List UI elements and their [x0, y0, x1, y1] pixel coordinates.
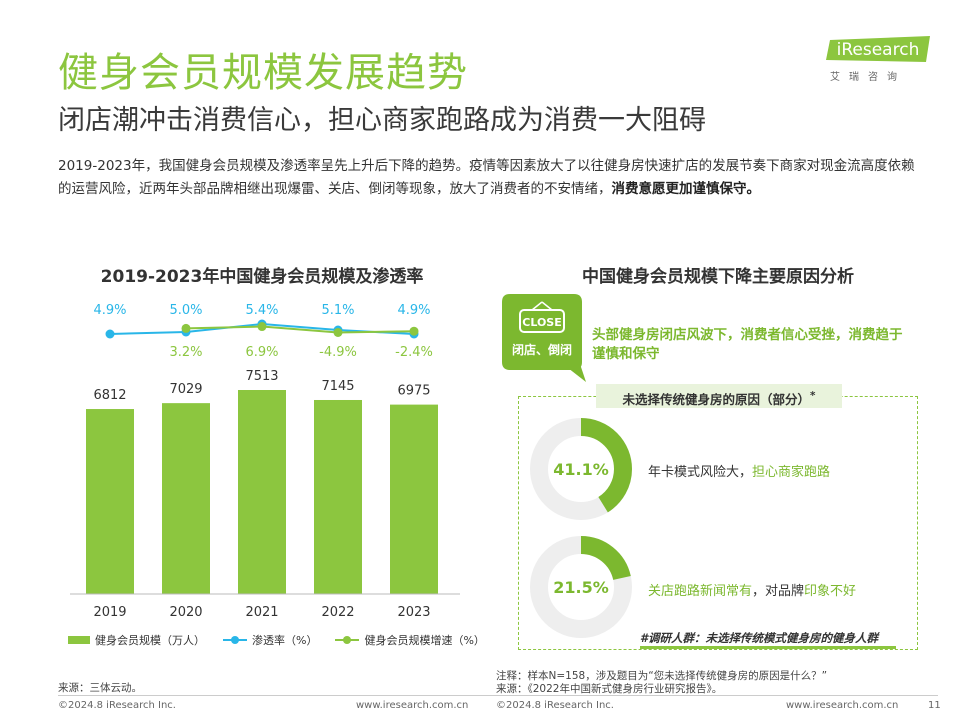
- survey-underline: [640, 646, 896, 649]
- box-label-mark: *: [810, 390, 816, 402]
- right-chart-title: 中国健身会员规模下降主要原因分析: [582, 267, 854, 287]
- growth-label-2020: 3.2%: [169, 345, 202, 360]
- close-badge: CLOSE 闭店、倒闭: [502, 294, 586, 382]
- bar-group: 6812 7029 7513 7145 6975: [86, 369, 438, 594]
- x-tick-2019: 2019: [93, 605, 126, 620]
- badge-tail: [568, 364, 586, 382]
- sign-string-left: [531, 301, 543, 311]
- growth-label-2023: -2.4%: [395, 345, 433, 360]
- reason-2-c: 印象不好: [804, 584, 857, 599]
- reason-1-text: 年卡模式风险大，担心商家跑路: [648, 461, 830, 480]
- logo-brand: iResearch: [837, 40, 920, 60]
- penetration-label-2019: 4.9%: [93, 303, 126, 318]
- close-sign-icon: [519, 309, 565, 333]
- donut-1-label: 41.1%: [553, 460, 609, 479]
- sign-string-right: [541, 301, 553, 311]
- right-source: 来源：《2022年中国新式健身房行业研究报告》。: [496, 683, 723, 695]
- donut-reason-2: 21.5%: [530, 536, 632, 638]
- x-tick-2022: 2022: [321, 605, 354, 620]
- legend-swatch-growth: [335, 635, 360, 645]
- penetration-label-2023: 4.9%: [397, 303, 430, 318]
- footer-copyright-right: ©2024.8 iResearch Inc.: [496, 700, 614, 711]
- intro-emphasis: 消费意愿更加谨慎保守。: [611, 181, 761, 197]
- footer-url-left: www.iresearch.com.cn: [356, 700, 469, 711]
- reason-1-a: 年卡模式风险大，: [648, 465, 753, 480]
- survey-population-tag: #调研人群：未选择传统模式健身房的健身人群: [640, 631, 878, 645]
- growth-point-2021: [257, 322, 267, 332]
- growth-line: [185, 325, 415, 334]
- legend-item-growth: 健身会员规模增速（%）: [335, 632, 485, 648]
- badge-text: 闭店、倒闭: [512, 342, 572, 357]
- growth-point-2020: [181, 323, 191, 333]
- bar-2019: [86, 409, 134, 594]
- page-number: 11: [928, 700, 941, 711]
- bar-label-2021: 7513: [245, 369, 278, 384]
- reasons-box-label: 未选择传统健身房的原因（部分）*: [596, 384, 842, 408]
- penetration-label-2022: 5.1%: [321, 303, 354, 318]
- box-label-text: 未选择传统健身房的原因（部分）: [622, 392, 811, 408]
- bar-label-2019: 6812: [93, 388, 126, 403]
- logo-mark: iResearch: [826, 36, 930, 62]
- penetration-line-group: 4.9% 5.0% 5.4% 5.1% 4.9%: [93, 303, 431, 339]
- legend-label-bars: 健身会员规模（万人）: [95, 634, 205, 647]
- x-axis: 2019 2020 2021 2022 2023: [70, 593, 460, 620]
- logo-shape: [826, 36, 930, 62]
- page-title: 健身会员规模发展趋势: [58, 50, 468, 96]
- intro-text: 2019-2023年，我国健身会员规模及渗透率呈先上升后下降的趋势。疫情等因素放…: [58, 158, 915, 197]
- bar-label-2022: 7145: [321, 379, 354, 394]
- bar-2020: [162, 403, 210, 594]
- donut-2-arc: [530, 536, 632, 638]
- legend-label-penetration: 渗透率（%）: [252, 634, 318, 647]
- donut-2-label: 21.5%: [553, 578, 609, 597]
- legend-item-penetration: 渗透率（%）: [223, 632, 317, 648]
- growth-line-group: 3.2% 6.9% -4.9% -2.4%: [169, 322, 433, 360]
- bar-2021: [238, 390, 286, 594]
- close-sign-text: CLOSE: [522, 316, 561, 329]
- penetration-label-2021: 5.4%: [245, 303, 278, 318]
- footer-copyright-left: ©2024.8 iResearch Inc.: [58, 700, 176, 711]
- donut-1-arc: [530, 418, 632, 520]
- legend-label-growth: 健身会员规模增速（%）: [364, 634, 485, 647]
- legend-swatch-bar: [68, 636, 90, 644]
- reason-2-b: ，对品牌: [752, 584, 805, 599]
- x-tick-2020: 2020: [169, 605, 202, 620]
- growth-point-2022: [333, 327, 343, 337]
- growth-point-2023: [409, 326, 419, 336]
- penetration-point-2019: [105, 329, 115, 339]
- penetration-label-2020: 5.0%: [169, 303, 202, 318]
- left-source: 来源：三体云动。: [58, 682, 142, 694]
- bar-2023: [390, 404, 438, 594]
- right-note: 注释：样本N=158，涉及题目为“您未选择传统健身房的原因是什么？”: [496, 670, 828, 682]
- legend-item-bars: 健身会员规模（万人）: [68, 632, 205, 648]
- growth-label-2022: -4.9%: [319, 345, 357, 360]
- x-tick-2023: 2023: [397, 605, 430, 620]
- bar-label-2020: 7029: [169, 382, 202, 397]
- intro-paragraph: 2019-2023年，我国健身会员规模及渗透率呈先上升后下降的趋势。疫情等因素放…: [58, 155, 918, 201]
- reason-2-a: 关店跑路新闻常有: [648, 584, 753, 599]
- reason-1-b: 担心商家跑路: [752, 465, 831, 480]
- bar-label-2023: 6975: [397, 384, 430, 399]
- left-chart-title: 2019-2023年中国健身会员规模及渗透率: [100, 267, 424, 287]
- reason-2-text: 关店跑路新闻常有，对品牌印象不好: [648, 580, 856, 599]
- page-subtitle: 闭店潮冲击消费信心，担心商家跑路成为消费一大阻碍: [58, 105, 706, 136]
- left-chart-legend: 健身会员规模（万人） 渗透率（%） 健身会员规模增速（%）: [68, 632, 485, 648]
- growth-label-2021: 6.9%: [245, 345, 278, 360]
- footer-divider: [58, 695, 938, 696]
- bar-2022: [314, 399, 362, 594]
- x-tick-2021: 2021: [245, 605, 278, 620]
- footer-url-right: www.iresearch.com.cn: [786, 700, 899, 711]
- right-banner-text: 头部健身房闭店风波下，消费者信心受挫，消费趋于谨慎和保守: [592, 327, 903, 362]
- donut-reason-1: 41.1%: [530, 418, 632, 520]
- legend-swatch-penetration: [223, 635, 247, 645]
- iresearch-logo: iResearch 艾瑞咨询: [826, 36, 934, 84]
- logo-subtitle: 艾瑞咨询: [830, 72, 906, 83]
